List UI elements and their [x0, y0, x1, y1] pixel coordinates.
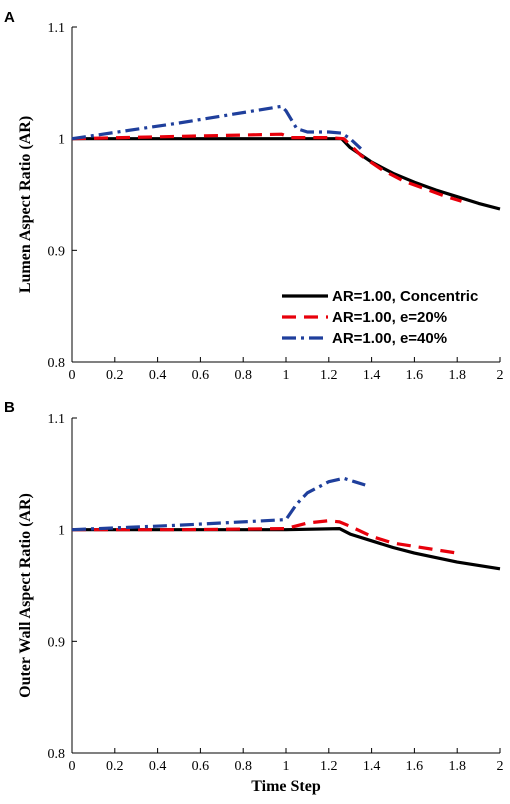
panel-label: A: [4, 9, 15, 26]
x-tick-label: 0.4: [149, 368, 167, 383]
x-tick-label: 0.2: [106, 368, 124, 383]
x-tick-label: 2: [497, 368, 504, 383]
x-tick-label: 1.8: [448, 759, 466, 774]
x-tick-label: 0.8: [234, 368, 252, 383]
chart-panel-A: A 0 0.2 0.4 0.6 0.8 1 1.2 1.4 1.6 1.8 2 0.8 0.9 1 1.1 Lu…: [4, 9, 504, 383]
legend-entry: AR=1.00, e=40%: [332, 330, 447, 347]
x-axis-label: Time Step: [251, 778, 321, 795]
x-tick-label: 1: [283, 759, 290, 774]
series-line-dashdot: [71, 476, 366, 532]
y-tick-label: 0.8: [48, 747, 66, 762]
y-axis-label: Lumen Aspect Ratio (AR): [17, 116, 34, 293]
x-tick-label: 0.4: [149, 759, 167, 774]
y-tick-label: 0.9: [48, 244, 66, 259]
x-tick-label: 1.4: [363, 759, 381, 774]
series-line-dashed: [71, 132, 462, 203]
x-tick-label: 0.6: [192, 368, 210, 383]
x-tick-label: 0: [69, 759, 76, 774]
legend-entry: AR=1.00, Concentric: [332, 288, 478, 305]
series-line-dashdot: [71, 104, 362, 150]
panel-label: B: [4, 399, 15, 416]
series-line-dashed: [72, 519, 458, 555]
y-tick-label: 1.1: [48, 21, 66, 36]
x-tick-label: 0.8: [234, 759, 252, 774]
y-axis-label: Outer Wall Aspect Ratio (AR): [17, 493, 34, 698]
series-line-solid: [72, 527, 501, 571]
x-tick-label: 1.4: [363, 368, 381, 383]
series-line-solid: [72, 137, 501, 211]
y-tick-label: 0.9: [48, 635, 66, 650]
x-tick-label: 1.6: [406, 759, 424, 774]
legend-entry: AR=1.00, e=20%: [332, 309, 447, 326]
x-tick-label: 1.8: [448, 368, 466, 383]
y-tick-label: 0.8: [48, 356, 66, 371]
x-tick-label: 1.6: [406, 368, 424, 383]
chart-panel-B: B 0 0.2 0.4 0.6 0.8 1 1.2 1.4 1.6 1.8 2 0.8 0.9 1 1.1 Ou…: [4, 399, 504, 795]
x-tick-label: 2: [497, 759, 504, 774]
x-tick-label: 1.2: [320, 368, 338, 383]
y-tick-label: 1: [58, 524, 65, 539]
x-tick-label: 1: [283, 368, 290, 383]
x-tick-label: 0: [69, 368, 76, 383]
y-tick-label: 1.1: [48, 412, 66, 427]
x-tick-label: 0.2: [106, 759, 124, 774]
x-tick-label: 0.6: [192, 759, 210, 774]
x-tick-label: 1.2: [320, 759, 338, 774]
y-tick-label: 1: [58, 133, 65, 148]
